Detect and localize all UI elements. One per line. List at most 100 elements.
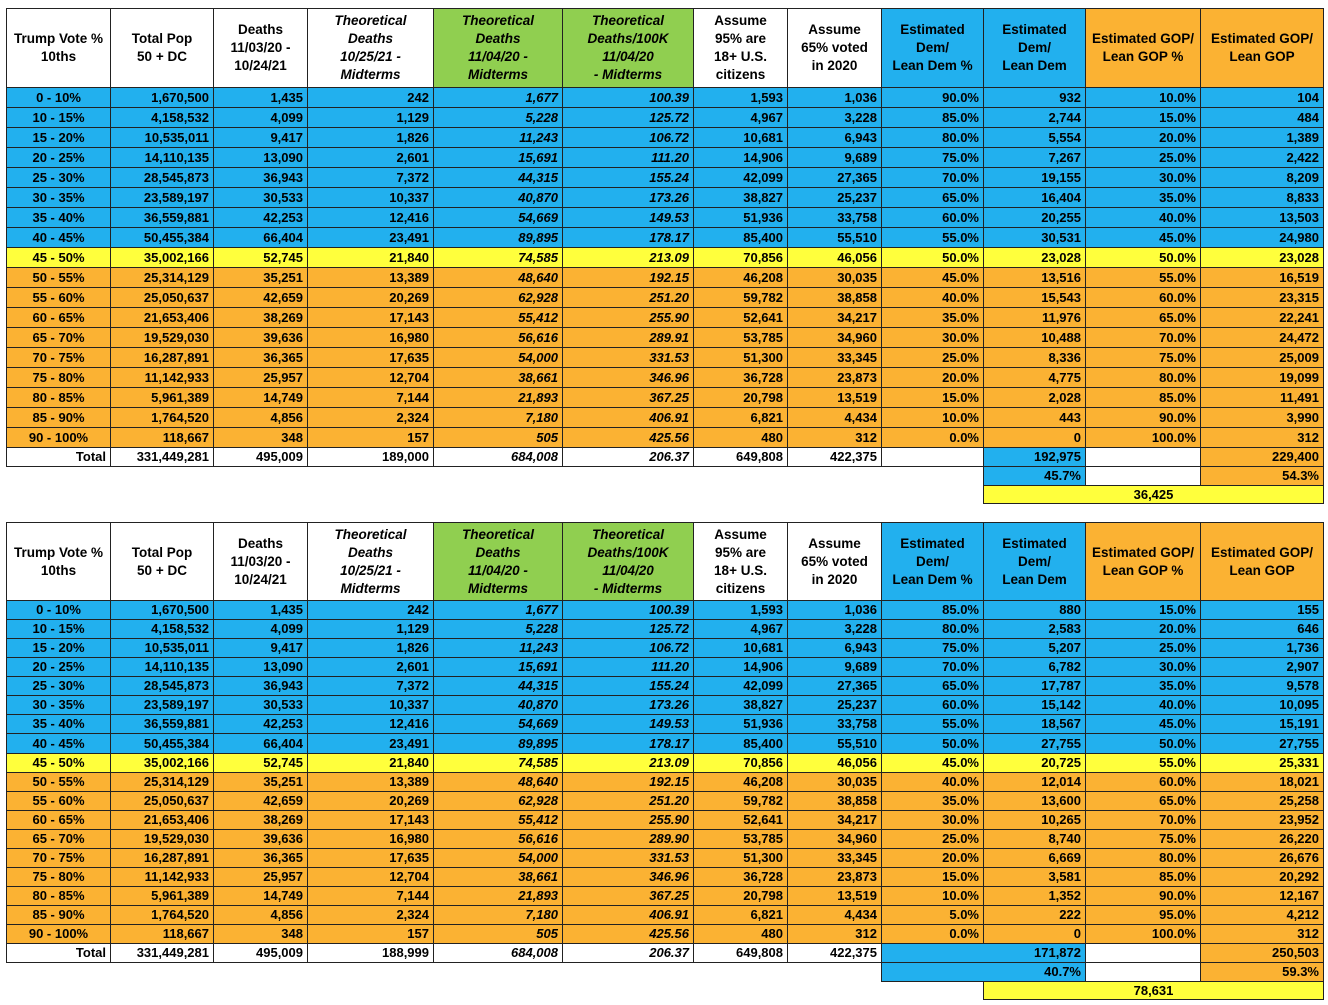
data-cell: 40.0%: [1085, 695, 1201, 716]
data-cell: 157: [307, 427, 434, 448]
data-cell: 10,095: [1200, 695, 1324, 716]
data-cell: 3,581: [983, 866, 1086, 888]
data-cell: 95.0%: [1085, 905, 1201, 926]
data-cell: 35,251: [213, 771, 308, 792]
data-cell: 20,269: [307, 790, 434, 811]
data-cell: 6,821: [693, 407, 788, 428]
data-cell: 59,782: [693, 790, 788, 811]
total-cell: 229,400: [1200, 447, 1324, 467]
row-label: 30 - 35%: [6, 187, 111, 208]
data-cell: 36,728: [693, 367, 788, 388]
data-cell: 34,217: [787, 809, 882, 830]
data-cell: 15,191: [1200, 714, 1324, 735]
data-cell: 1,764,520: [110, 407, 214, 428]
data-cell: 7,372: [307, 676, 434, 697]
data-cell: 222: [983, 905, 1086, 926]
data-cell: 46,208: [693, 267, 788, 288]
difference: 78,631: [983, 981, 1324, 1001]
row-label: 25 - 30%: [6, 167, 111, 188]
data-cell: 25,331: [1200, 752, 1324, 773]
data-cell: 9,417: [213, 638, 308, 659]
data-cell: 52,641: [693, 809, 788, 830]
data-cell: 20,292: [1200, 866, 1324, 888]
row-label: 15 - 20%: [6, 638, 111, 659]
data-cell: 149.53: [562, 207, 694, 228]
data-cell: 90.0%: [1085, 407, 1201, 428]
data-cell: 25,050,637: [110, 287, 214, 308]
gop-share: 54.3%: [1200, 466, 1324, 486]
row-label: 70 - 75%: [6, 347, 111, 368]
data-cell: 46,208: [693, 771, 788, 792]
row-label: 40 - 45%: [6, 733, 111, 754]
data-cell: 70.0%: [1085, 327, 1201, 348]
header-cell: Estimated GOP/ Lean GOP %: [1085, 8, 1201, 88]
row-label: 40 - 45%: [6, 227, 111, 248]
row-label: 85 - 90%: [6, 905, 111, 926]
row-label: 25 - 30%: [6, 676, 111, 697]
data-cell: 443: [983, 407, 1086, 428]
data-cell: 55.0%: [1085, 267, 1201, 288]
data-cell: 178.17: [562, 733, 694, 754]
data-cell: 10,265: [983, 809, 1086, 830]
data-cell: 55,510: [787, 733, 882, 754]
data-cell: 30.0%: [1085, 167, 1201, 188]
data-cell: 40,870: [433, 695, 563, 716]
row-label: 55 - 60%: [6, 287, 111, 308]
data-cell: 5,228: [433, 107, 563, 128]
data-cell: 21,653,406: [110, 809, 214, 830]
data-cell: 646: [1200, 619, 1324, 640]
data-cell: 3,228: [787, 619, 882, 640]
row-label: 75 - 80%: [6, 367, 111, 388]
header-cell: Total Pop 50 + DC: [110, 522, 214, 601]
data-cell: 30,533: [213, 695, 308, 716]
data-cell: 26,676: [1200, 847, 1324, 868]
data-cell: 0.0%: [881, 924, 984, 945]
data-cell: 8,833: [1200, 187, 1324, 208]
data-cell: 480: [693, 427, 788, 448]
row-label: 85 - 90%: [6, 407, 111, 428]
data-cell: 36,943: [213, 676, 308, 697]
header-cell: Theoretical Deaths 11/04/20 - Midterms: [433, 8, 563, 88]
total-cell: 188,999: [307, 943, 434, 964]
row-label: 15 - 20%: [6, 127, 111, 148]
header-cell: Trump Vote % 10ths: [6, 522, 111, 601]
data-cell: 30.0%: [881, 809, 984, 830]
data-cell: 5.0%: [881, 905, 984, 926]
data-cell: 30,533: [213, 187, 308, 208]
data-cell: 15,543: [983, 287, 1086, 308]
data-cell: 5,961,389: [110, 886, 214, 907]
row-label: 55 - 60%: [6, 790, 111, 811]
data-cell: 52,745: [213, 247, 308, 268]
data-cell: 8,209: [1200, 167, 1324, 188]
data-cell: 125.72: [562, 619, 694, 640]
data-cell: 7,144: [307, 886, 434, 907]
data-cell: 100.0%: [1085, 924, 1201, 945]
data-cell: 38,827: [693, 187, 788, 208]
data-cell: 6,669: [983, 847, 1086, 868]
data-cell: 21,893: [433, 886, 563, 907]
total-label: Total: [6, 447, 111, 467]
data-cell: 12,416: [307, 714, 434, 735]
data-cell: 50.0%: [881, 733, 984, 754]
data-cell: 331.53: [562, 347, 694, 368]
row-label: 20 - 25%: [6, 147, 111, 168]
data-cell: 6,943: [787, 638, 882, 659]
data-cell: 20,255: [983, 207, 1086, 228]
data-cell: 14,906: [693, 147, 788, 168]
data-cell: 55,412: [433, 307, 563, 328]
data-cell: 15,142: [983, 695, 1086, 716]
data-cell: 60.0%: [881, 695, 984, 716]
data-cell: 1,129: [307, 107, 434, 128]
dem-share: 45.7%: [983, 466, 1086, 486]
row-label: 80 - 85%: [6, 387, 111, 408]
data-cell: 192.15: [562, 771, 694, 792]
data-cell: 24,980: [1200, 227, 1324, 248]
total-cell: 206.37: [562, 943, 694, 964]
data-cell: 155.24: [562, 676, 694, 697]
data-cell: 10,488: [983, 327, 1086, 348]
data-cell: 1,826: [307, 638, 434, 659]
header-cell: Estimated Dem/ Lean Dem: [983, 522, 1086, 601]
data-cell: 10,681: [693, 638, 788, 659]
data-cell: 75.0%: [881, 638, 984, 659]
data-cell: 50.0%: [881, 247, 984, 268]
